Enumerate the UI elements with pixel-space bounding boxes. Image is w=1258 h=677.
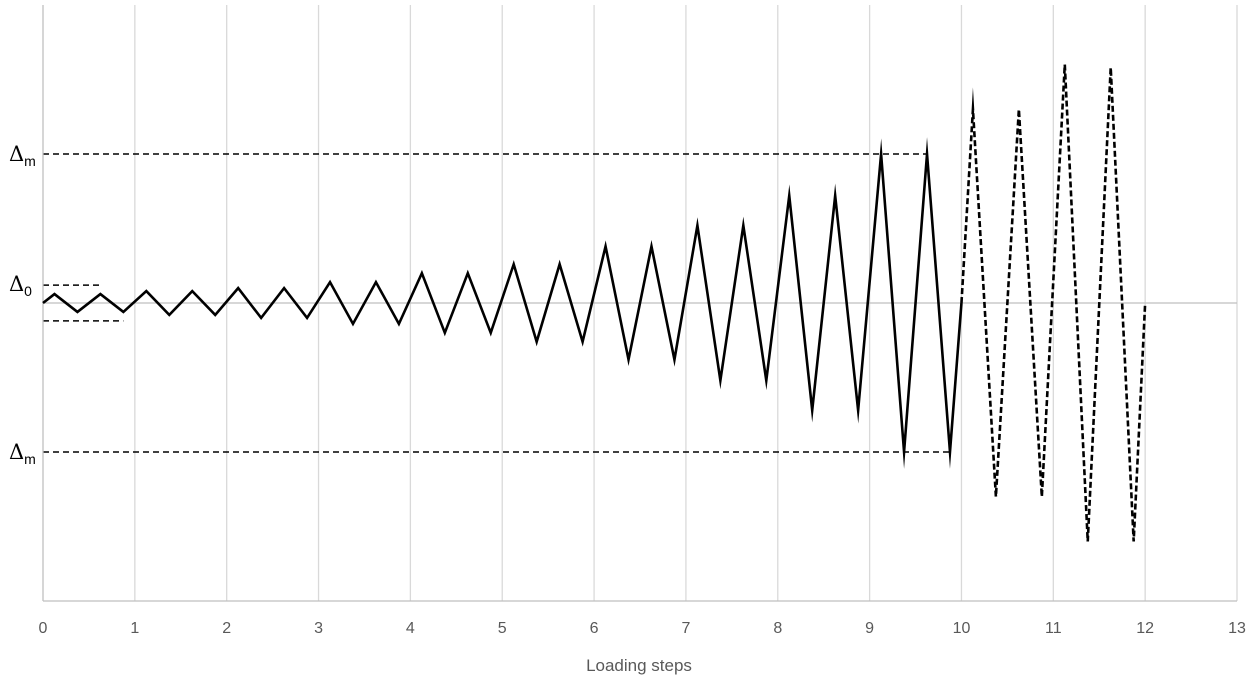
x-tick-label-11: 11 bbox=[1045, 620, 1062, 637]
x-axis-title: Loading steps bbox=[586, 656, 692, 675]
x-tick-label-13: 13 bbox=[1228, 620, 1246, 637]
x-tick-label-10: 10 bbox=[953, 620, 971, 637]
series-lines bbox=[42, 38, 1147, 542]
x-tick-label-7: 7 bbox=[681, 620, 690, 637]
delta-m-upper-label: Δm bbox=[9, 142, 36, 169]
x-tick-label-12: 12 bbox=[1136, 620, 1154, 637]
x-tick-label-9: 9 bbox=[865, 620, 874, 637]
reference-lines bbox=[43, 153, 950, 453]
x-tick-label-0: 0 bbox=[39, 620, 48, 637]
x-tick-label-6: 6 bbox=[590, 620, 599, 637]
x-tick-label-8: 8 bbox=[773, 620, 782, 637]
x-tick-label-1: 1 bbox=[130, 620, 139, 637]
series-solid-line bbox=[42, 137, 963, 469]
x-tick-label-2: 2 bbox=[222, 620, 231, 637]
delta-0-label: Δ0 bbox=[9, 272, 32, 299]
x-tick-label-4: 4 bbox=[406, 620, 415, 637]
delta-m-lower-label: Δm bbox=[9, 440, 36, 467]
x-tick-label-5: 5 bbox=[498, 620, 507, 637]
series-dashed-line bbox=[960, 38, 1147, 542]
x-tick-label-3: 3 bbox=[314, 620, 323, 637]
